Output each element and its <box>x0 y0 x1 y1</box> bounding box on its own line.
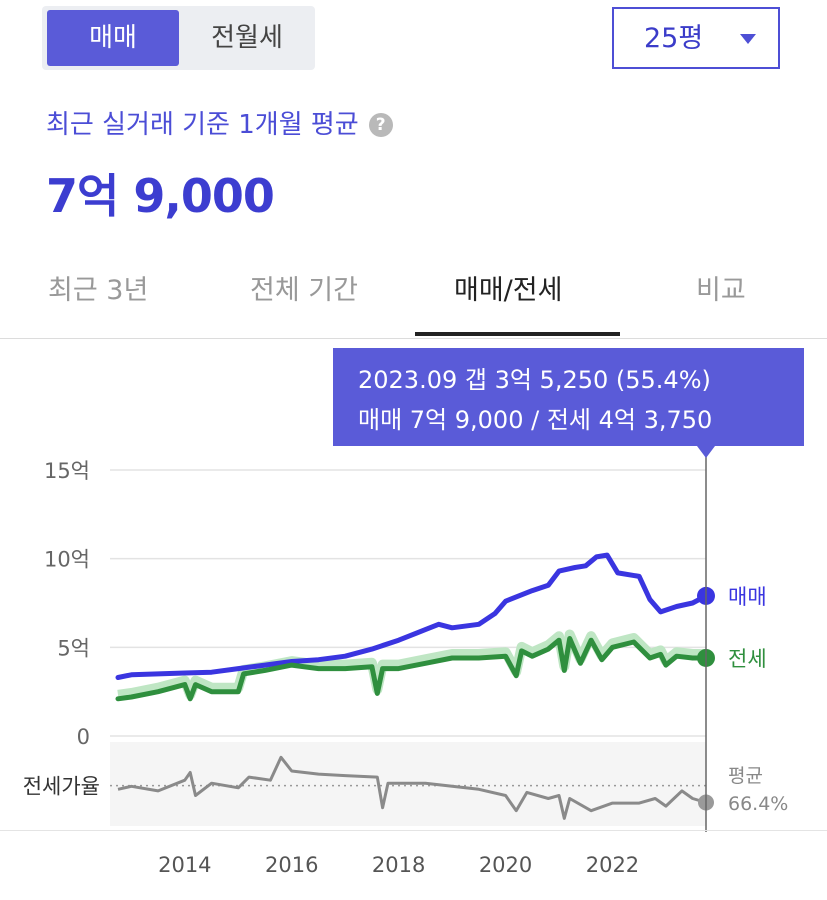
y-tick-label: 5억 <box>57 636 90 660</box>
x-tick-label: 2018 <box>372 853 425 877</box>
tooltip-line-prices: 매매 7억 9,000 / 전세 4억 3,750 <box>358 406 713 434</box>
price-caption: 최근 실거래 기준 1개월 평균? <box>46 104 393 141</box>
jeonse-range-band <box>117 629 706 700</box>
help-icon[interactable]: ? <box>368 113 393 137</box>
series-line-jeonse <box>115 636 709 702</box>
y-tick-label: 10억 <box>44 548 90 572</box>
area-select-value: 25평 <box>644 23 704 54</box>
area-select[interactable]: 25평 <box>612 7 780 69</box>
tab-sale-jeonse[interactable]: 매매/전세 <box>454 275 563 306</box>
rent-toggle-button[interactable]: 전월세 <box>211 23 283 53</box>
ratio-line <box>117 755 707 820</box>
series-end-label-jeonse: 전세 <box>728 647 767 671</box>
series-line-sale <box>115 552 709 680</box>
y-tick-label: 0 <box>77 725 90 749</box>
x-tick-label: 2016 <box>265 853 318 877</box>
tooltip-pointer <box>697 446 715 458</box>
x-tick-label: 2014 <box>158 853 211 877</box>
ratio-panel-label: 전세가율 <box>23 775 100 799</box>
sale-toggle-button[interactable]: 매매 <box>47 10 179 66</box>
chart-bottom-divider <box>0 830 827 831</box>
tab-recent-3y[interactable]: 최근 3년 <box>48 275 149 306</box>
tab-compare[interactable]: 비교 <box>696 275 746 306</box>
tooltip-line-gap: 2023.09 갭 3억 5,250 (55.4%) <box>358 366 711 394</box>
ratio-average-value: 66.4% <box>728 793 788 815</box>
series-end-label-sale: 매매 <box>728 585 767 609</box>
x-tick-label: 2020 <box>479 853 532 877</box>
active-tab-indicator <box>415 332 620 336</box>
chevron-down-icon <box>740 34 756 44</box>
ratio-average-label: 평균 <box>728 765 763 787</box>
average-price: 7억 9,000 <box>46 169 275 223</box>
x-tick-label: 2022 <box>586 853 639 877</box>
period-tabs: 최근 3년 전체 기간 매매/전세 비교 <box>0 258 827 339</box>
tab-all-period[interactable]: 전체 기간 <box>250 275 358 306</box>
y-tick-label: 15억 <box>44 459 90 483</box>
chart-tooltip: 2023.09 갭 3억 5,250 (55.4%) 매매 7억 9,000 /… <box>333 348 804 446</box>
deal-type-toggle: 매매 전월세 <box>42 6 315 70</box>
price-caption-text: 최근 실거래 기준 1개월 평균 <box>46 110 359 140</box>
